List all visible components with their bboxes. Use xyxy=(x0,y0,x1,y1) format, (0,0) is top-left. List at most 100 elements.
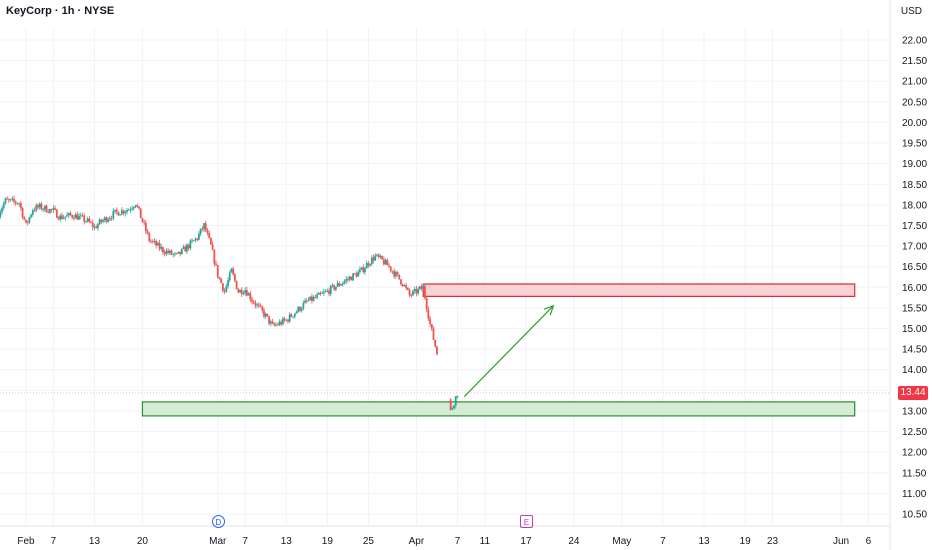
candle-body xyxy=(23,217,26,220)
candle-body xyxy=(256,304,259,306)
candle-body xyxy=(345,279,348,282)
candle-body xyxy=(40,203,43,210)
candle-body xyxy=(346,279,349,280)
candle-body xyxy=(311,296,313,301)
candle-body xyxy=(210,237,212,245)
candle-body xyxy=(225,286,228,292)
candle-body xyxy=(1,208,3,213)
candle-body xyxy=(307,300,310,302)
candle-body xyxy=(309,296,312,301)
candle-body xyxy=(13,198,15,202)
candle-body xyxy=(186,244,188,252)
candle-body xyxy=(172,254,175,255)
candle-body xyxy=(184,246,187,252)
candle-body xyxy=(329,285,332,294)
candle-body xyxy=(177,251,180,254)
candle-body xyxy=(244,290,247,294)
y-tick-label: 16.50 xyxy=(902,262,927,273)
candle-body xyxy=(328,290,330,294)
candle-body xyxy=(83,215,86,222)
candle-body xyxy=(223,290,226,292)
currency-label[interactable]: USD xyxy=(900,6,922,17)
candle-body xyxy=(350,276,353,281)
x-tick-label: 13 xyxy=(281,536,293,547)
candle-body xyxy=(230,268,233,273)
candle-body xyxy=(88,218,91,223)
candle-body xyxy=(201,228,204,230)
candle-body xyxy=(343,281,346,284)
candle-body xyxy=(71,215,74,218)
candle-body xyxy=(66,215,68,217)
x-tick-label: 19 xyxy=(740,536,752,547)
candle-body xyxy=(358,269,361,272)
candle-body xyxy=(175,253,178,255)
candle-body xyxy=(348,276,351,280)
candle-body xyxy=(167,250,170,253)
candle-body xyxy=(4,198,7,204)
support-zone xyxy=(141,401,856,417)
candle-body xyxy=(357,271,360,277)
candle-body xyxy=(174,253,176,255)
y-tick-label: 20.50 xyxy=(902,97,927,108)
candle-body xyxy=(295,311,298,314)
candle-body xyxy=(271,321,274,324)
candle-body xyxy=(281,318,284,325)
candle-body xyxy=(73,217,75,219)
candle-body xyxy=(367,263,370,266)
x-tick-label: 19 xyxy=(322,536,334,547)
candle-body xyxy=(335,286,337,290)
earnings-marker[interactable]: E xyxy=(519,515,533,528)
candle-body xyxy=(18,203,21,205)
candle-body xyxy=(386,259,389,266)
candle-body xyxy=(228,272,231,281)
candle-body xyxy=(331,285,334,286)
candle-body xyxy=(353,273,356,275)
y-tick-label: 14.50 xyxy=(902,345,927,356)
candle-body xyxy=(316,294,318,298)
candle-body xyxy=(434,339,437,347)
candle-body xyxy=(216,264,219,278)
candle-body xyxy=(321,293,324,294)
candle-body xyxy=(222,283,224,291)
x-tick-label: 20 xyxy=(137,536,149,547)
candle-body xyxy=(134,205,137,208)
candle-body xyxy=(114,209,116,212)
x-tick-label: Apr xyxy=(409,536,425,547)
candle-body xyxy=(340,284,342,286)
x-tick-label: 7 xyxy=(51,536,57,547)
y-tick-label: 21.50 xyxy=(902,56,927,67)
candle-body xyxy=(268,316,271,324)
candle-body xyxy=(237,289,240,293)
candle-body xyxy=(413,288,416,291)
candle-body xyxy=(394,272,397,277)
candle-body xyxy=(155,240,158,246)
candle-body xyxy=(148,233,151,242)
candle-body xyxy=(257,304,260,306)
candle-body xyxy=(376,254,378,256)
candle-body xyxy=(213,249,216,264)
candle-body xyxy=(314,296,317,298)
candle-body xyxy=(30,214,33,218)
candle-body xyxy=(55,209,58,218)
resistance-zone xyxy=(422,283,856,297)
candle-body xyxy=(37,205,39,208)
candle-body xyxy=(430,324,433,329)
candle-body xyxy=(220,278,223,284)
x-tick-label: 7 xyxy=(242,536,248,547)
candle-body xyxy=(122,210,125,214)
x-tick-label: 13 xyxy=(698,536,710,547)
candle-body xyxy=(69,212,72,216)
candle-body xyxy=(362,267,365,273)
candle-body xyxy=(252,301,255,304)
candle-body xyxy=(45,205,48,213)
candle-body xyxy=(67,212,70,216)
candle-body xyxy=(245,290,248,296)
candle-body xyxy=(396,272,399,275)
candle-body xyxy=(16,203,19,205)
candle-body xyxy=(415,288,418,294)
candle-body xyxy=(11,198,14,200)
candle-body xyxy=(91,222,94,228)
dividend-marker[interactable]: D xyxy=(211,515,225,528)
